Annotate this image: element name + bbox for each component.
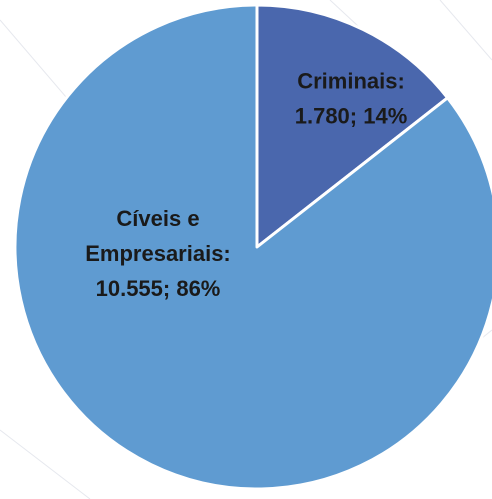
pie-slice-criminais <box>255 3 450 249</box>
background-line-5 <box>0 429 91 499</box>
pie-slice-civeis-e-empresariais <box>13 3 492 491</box>
pie-data-labels: Criminais: 1.780; 14% Cíveis e Empresariais… <box>85 69 407 302</box>
data-label-civeis-e-empresariais: Cíveis e Empresariais: 10.555; 86% <box>85 206 231 301</box>
background-line-6 <box>439 0 492 61</box>
data-label-line: Criminais: <box>297 69 405 94</box>
pie-slices <box>13 3 492 491</box>
data-label-criminais: Criminais: 1.780; 14% <box>295 69 408 129</box>
data-label-line: Cíveis e <box>116 206 199 231</box>
data-label-line: 10.555; 86% <box>96 276 221 301</box>
data-label-line: Empresariais: <box>85 241 231 266</box>
data-label-line: 1.780; 14% <box>295 104 408 129</box>
